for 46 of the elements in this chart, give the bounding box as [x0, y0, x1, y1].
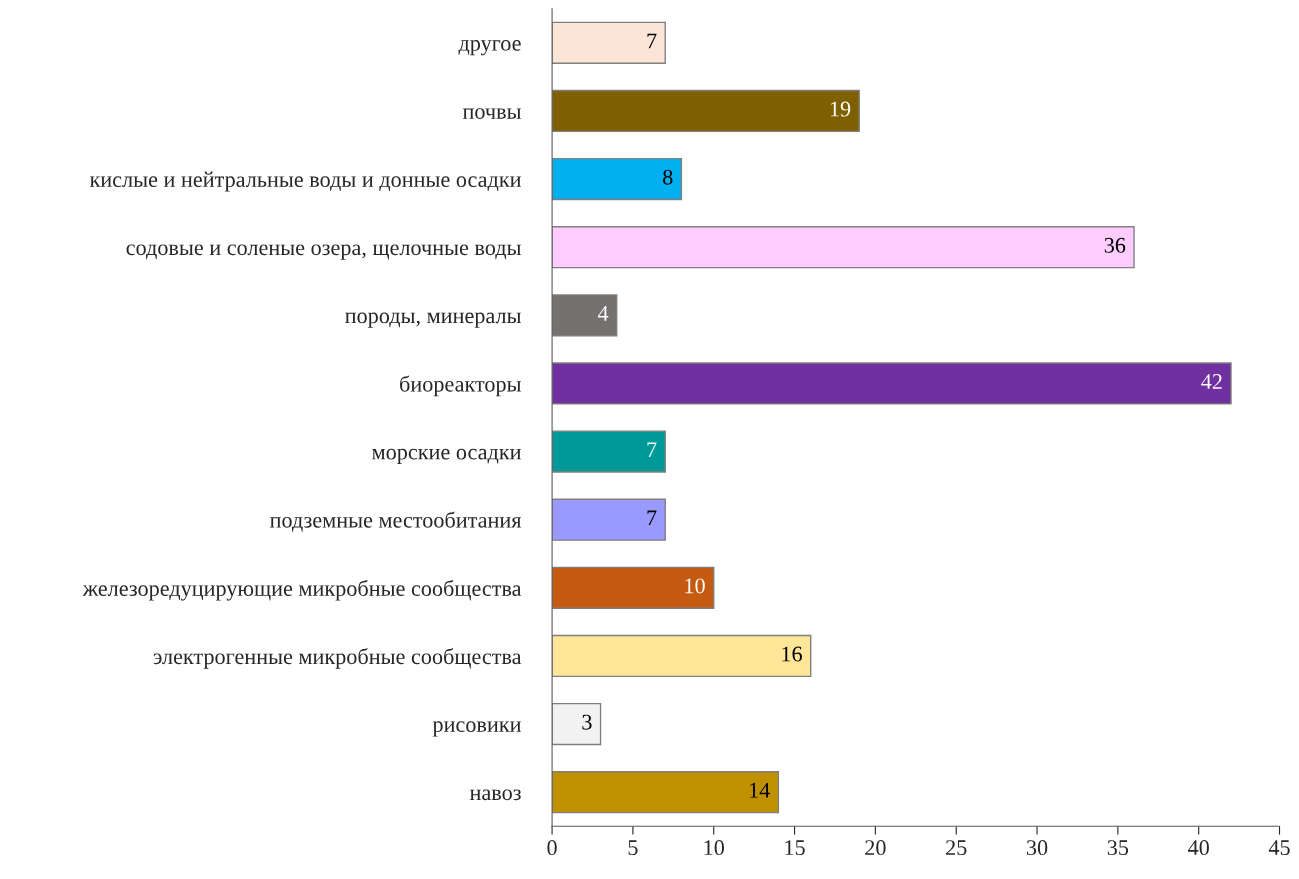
y-tick-label: кислые и нейтральные воды и донные осадки [89, 171, 521, 192]
x-tick-label: 10 [704, 840, 724, 856]
bar [552, 498, 666, 541]
data-label: 8 [663, 169, 673, 185]
y-tick-label: биореакторы [400, 375, 521, 397]
bar [552, 226, 1135, 269]
data-label: 7 [647, 33, 657, 49]
data-label: 14 [750, 782, 770, 798]
data-label: 4 [597, 306, 609, 321]
bar [552, 702, 602, 746]
y-tick-label: электрогенные микробные сообщества [153, 648, 522, 669]
x-tick-label: 40 [1188, 840, 1209, 856]
y-tick-label: содовые и соленые озера, щелочные воды [126, 244, 521, 260]
y-tick-label: породы, минералы [345, 312, 521, 328]
x-tick-label: 5 [628, 840, 638, 856]
data-label: 36 [1104, 237, 1126, 253]
data-label: 19 [830, 101, 851, 117]
y-tick-label: железоредуцирующие микробные сообщества [82, 579, 522, 601]
y-tick-label: подземные местообитания [269, 511, 522, 532]
data-label: 3 [582, 714, 592, 730]
y-tick-label: морские осадки [372, 448, 521, 465]
data-label: 7 [647, 510, 657, 526]
data-label: 16 [782, 646, 802, 662]
x-tick-label: 35 [1107, 840, 1129, 856]
x-tick-label: 15 [785, 840, 805, 856]
bar [552, 634, 812, 678]
bar [552, 21, 666, 64]
x-tick-label: 45 [1268, 840, 1290, 856]
bar [552, 362, 1232, 405]
bar [552, 89, 860, 133]
data-label: 10 [685, 578, 705, 594]
bar [552, 430, 666, 473]
y-tick-label: рисовики [432, 721, 521, 737]
y-tick-label: другое [458, 40, 521, 56]
y-tick-label: почвы [462, 108, 521, 119]
data-label: 7 [647, 442, 657, 457]
bar [552, 771, 780, 814]
y-tick-label: навоз [469, 789, 521, 801]
bar [552, 294, 618, 337]
data-label: 42 [1201, 374, 1222, 389]
bar [552, 566, 715, 609]
x-tick-label: 30 [1026, 840, 1048, 856]
x-tick-label: 20 [865, 840, 886, 856]
bar [552, 157, 683, 201]
x-tick-label: 0 [547, 840, 557, 856]
x-tick-label: 25 [946, 840, 967, 856]
